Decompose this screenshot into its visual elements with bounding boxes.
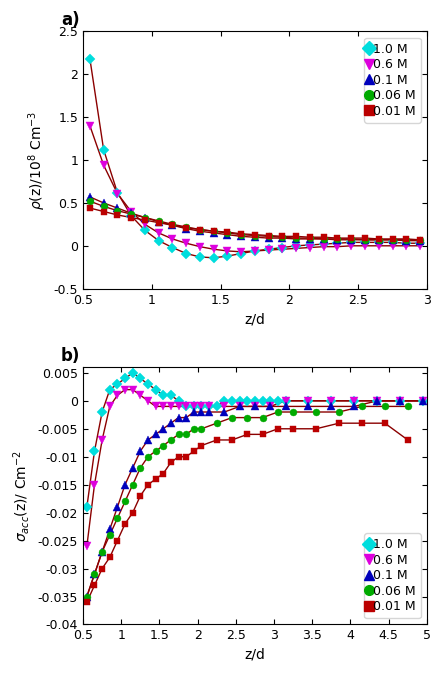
Legend: 1.0 M, 0.6 M, 0.1 M, 0.06 M, 0.01 M: 1.0 M, 0.6 M, 0.1 M, 0.06 M, 0.01 M <box>364 533 421 618</box>
Y-axis label: $\rho$(z)/10$^8$ Cm$^{-3}$: $\rho$(z)/10$^8$ Cm$^{-3}$ <box>27 110 48 210</box>
Legend: 1.0 M, 0.6 M, 0.1 M, 0.06 M, 0.01 M: 1.0 M, 0.6 M, 0.1 M, 0.06 M, 0.01 M <box>364 38 421 122</box>
X-axis label: z/d: z/d <box>244 312 265 326</box>
Text: a): a) <box>61 11 80 29</box>
Y-axis label: $\sigma_{acc}$(z)/ Cm$^{-2}$: $\sigma_{acc}$(z)/ Cm$^{-2}$ <box>11 450 32 542</box>
X-axis label: z/d: z/d <box>244 648 265 662</box>
Text: b): b) <box>60 347 80 365</box>
